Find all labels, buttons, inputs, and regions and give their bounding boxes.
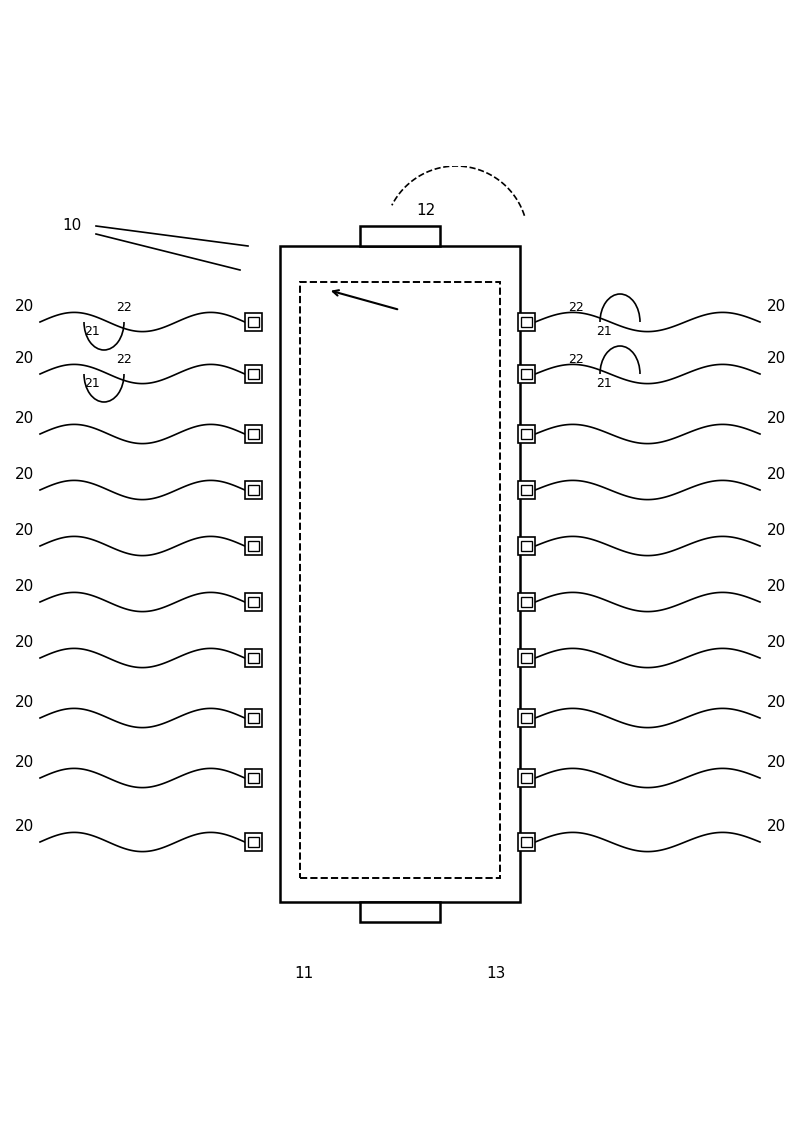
FancyBboxPatch shape xyxy=(280,246,520,902)
Text: 12: 12 xyxy=(416,203,435,218)
Text: 10: 10 xyxy=(62,218,82,233)
Text: 20: 20 xyxy=(14,818,34,834)
FancyBboxPatch shape xyxy=(518,314,535,331)
Text: 22: 22 xyxy=(116,353,132,366)
Text: 20: 20 xyxy=(766,635,786,650)
FancyBboxPatch shape xyxy=(518,649,535,667)
FancyBboxPatch shape xyxy=(245,481,262,499)
FancyBboxPatch shape xyxy=(518,538,535,555)
FancyBboxPatch shape xyxy=(518,366,535,383)
FancyBboxPatch shape xyxy=(518,710,535,727)
Text: 22: 22 xyxy=(568,301,584,314)
Text: 20: 20 xyxy=(766,818,786,834)
FancyBboxPatch shape xyxy=(245,593,262,611)
FancyBboxPatch shape xyxy=(245,710,262,727)
Text: 20: 20 xyxy=(14,411,34,426)
Text: 20: 20 xyxy=(14,523,34,538)
Text: 20: 20 xyxy=(14,755,34,770)
Text: 20: 20 xyxy=(766,755,786,770)
FancyBboxPatch shape xyxy=(245,538,262,555)
FancyBboxPatch shape xyxy=(245,366,262,383)
FancyBboxPatch shape xyxy=(518,770,535,787)
FancyBboxPatch shape xyxy=(518,833,535,851)
Text: 20: 20 xyxy=(14,468,34,482)
Text: 20: 20 xyxy=(14,635,34,650)
Text: 21: 21 xyxy=(84,377,100,391)
Text: 20: 20 xyxy=(14,695,34,710)
Text: 21: 21 xyxy=(596,377,612,391)
FancyBboxPatch shape xyxy=(245,833,262,851)
Text: 20: 20 xyxy=(766,411,786,426)
Text: 20: 20 xyxy=(766,468,786,482)
Text: 13: 13 xyxy=(486,966,506,981)
Text: 11: 11 xyxy=(294,966,314,981)
Text: 21: 21 xyxy=(84,325,100,338)
FancyBboxPatch shape xyxy=(518,426,535,443)
Text: 22: 22 xyxy=(568,353,584,366)
Text: 20: 20 xyxy=(766,299,786,314)
Text: 20: 20 xyxy=(14,578,34,594)
FancyBboxPatch shape xyxy=(245,649,262,667)
FancyBboxPatch shape xyxy=(518,593,535,611)
Text: 20: 20 xyxy=(14,351,34,366)
Text: 20: 20 xyxy=(766,695,786,710)
FancyBboxPatch shape xyxy=(360,902,440,921)
Text: 22: 22 xyxy=(116,301,132,314)
Text: 20: 20 xyxy=(766,351,786,366)
FancyBboxPatch shape xyxy=(245,314,262,331)
FancyBboxPatch shape xyxy=(518,481,535,499)
FancyBboxPatch shape xyxy=(245,770,262,787)
Text: 20: 20 xyxy=(14,299,34,314)
FancyBboxPatch shape xyxy=(360,226,440,246)
Text: 21: 21 xyxy=(596,325,612,338)
Text: 20: 20 xyxy=(766,578,786,594)
FancyBboxPatch shape xyxy=(245,426,262,443)
Text: 20: 20 xyxy=(766,523,786,538)
